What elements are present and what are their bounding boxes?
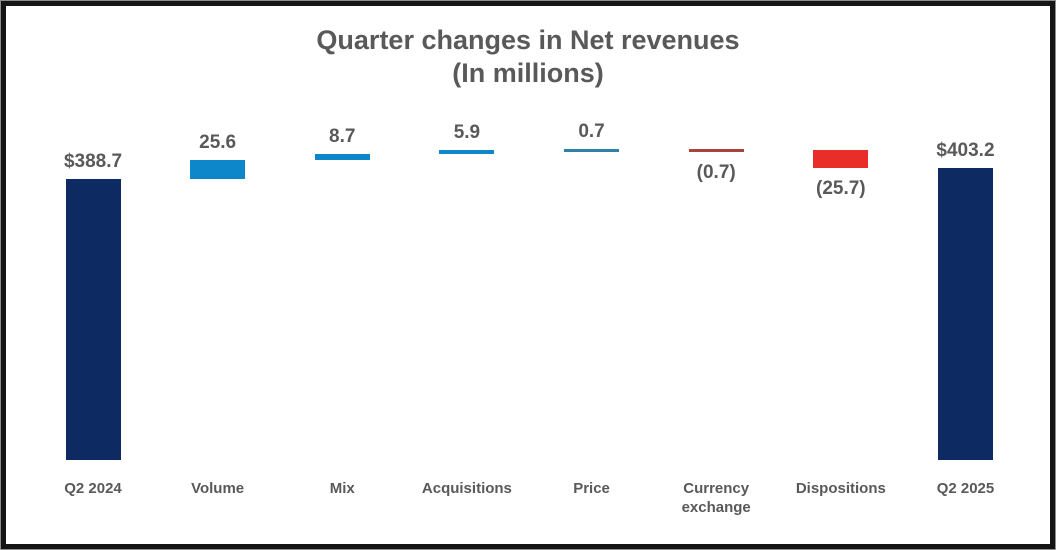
waterfall-bar-acquisitions bbox=[439, 149, 495, 155]
waterfall-bar-q2-2024 bbox=[65, 178, 121, 460]
category-label-volume: Volume bbox=[191, 480, 245, 497]
category-label-q2-2024: Q2 2024 bbox=[64, 480, 122, 497]
category-label-mix: Mix bbox=[329, 480, 355, 497]
waterfall-bar-mix bbox=[314, 154, 370, 161]
chart-subtitle: (In millions) bbox=[452, 58, 604, 88]
value-label-volume: 25.6 bbox=[199, 132, 237, 154]
value-label-mix: 8.7 bbox=[329, 126, 356, 148]
category-label-q2-2025: Q2 2025 bbox=[936, 480, 995, 497]
category-label-currency-exchange: Currency exchange bbox=[681, 480, 751, 516]
value-label-dispositions: (25.7) bbox=[816, 178, 866, 200]
category-label-acquisitions: Acquisitions bbox=[421, 480, 512, 497]
value-label-acquisitions: 5.9 bbox=[453, 121, 481, 143]
value-label-q2-2025: $403.2 bbox=[936, 140, 995, 162]
chart-title: Quarter changes in Net revenues bbox=[316, 25, 740, 55]
waterfall-bar-volume bbox=[190, 160, 246, 179]
value-label-q2-2024: $388.7 bbox=[63, 150, 123, 172]
category-label-price: Price bbox=[573, 480, 610, 497]
waterfall-bar-currency-exchange bbox=[688, 149, 744, 153]
chart-title-block: Quarter changes in Net revenues (In mill… bbox=[0, 24, 1056, 90]
waterfall-bar-dispositions bbox=[813, 149, 869, 169]
value-label-price: 0.7 bbox=[578, 121, 605, 143]
value-label-currency-exchange: (0.7) bbox=[696, 162, 736, 184]
category-label-dispositions: Dispositions bbox=[795, 480, 886, 497]
waterfall-bar-q2-2025 bbox=[937, 168, 993, 460]
waterfall-bar-price bbox=[564, 149, 620, 153]
